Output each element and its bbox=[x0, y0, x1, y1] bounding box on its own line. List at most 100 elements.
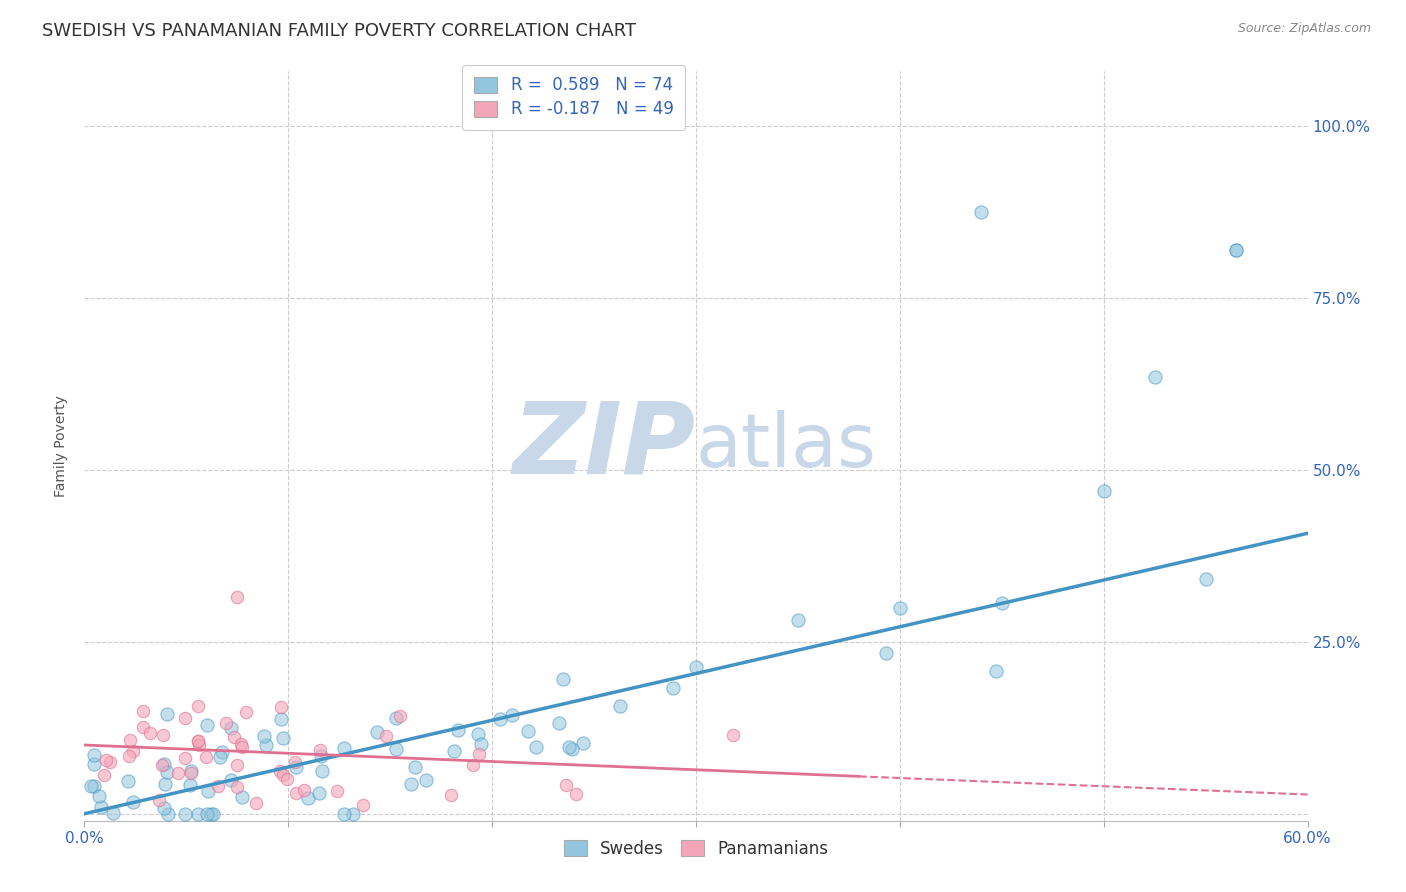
Point bbox=[153, 756, 176, 771]
Point bbox=[285, 760, 308, 774]
Point bbox=[208, 750, 231, 764]
Point bbox=[970, 205, 993, 219]
Point bbox=[131, 704, 153, 718]
Point bbox=[187, 698, 209, 713]
Point bbox=[524, 739, 547, 754]
Point bbox=[148, 792, 170, 806]
Point bbox=[153, 776, 176, 790]
Point bbox=[309, 749, 332, 764]
Point bbox=[153, 800, 176, 814]
Point bbox=[121, 795, 143, 809]
Point bbox=[219, 773, 242, 788]
Point bbox=[984, 664, 1007, 678]
Point bbox=[271, 731, 294, 745]
Point bbox=[152, 728, 174, 742]
Point bbox=[662, 681, 685, 695]
Point bbox=[83, 779, 105, 793]
Point bbox=[187, 734, 209, 748]
Point bbox=[167, 766, 190, 780]
Point bbox=[207, 779, 229, 793]
Text: ZIP: ZIP bbox=[513, 398, 696, 494]
Point bbox=[132, 721, 155, 735]
Text: Source: ZipAtlas.com: Source: ZipAtlas.com bbox=[1237, 22, 1371, 36]
Point bbox=[1195, 572, 1218, 586]
Point bbox=[342, 806, 364, 821]
Point bbox=[235, 705, 257, 719]
Point bbox=[468, 747, 491, 761]
Point bbox=[333, 741, 356, 756]
Point bbox=[461, 758, 484, 772]
Point bbox=[174, 806, 197, 821]
Point bbox=[121, 744, 143, 758]
Point bbox=[352, 798, 374, 813]
Point bbox=[489, 712, 512, 726]
Point bbox=[156, 706, 179, 721]
Point bbox=[308, 786, 330, 800]
Point bbox=[285, 786, 308, 800]
Point bbox=[309, 743, 332, 757]
Point bbox=[276, 772, 298, 787]
Point bbox=[118, 732, 141, 747]
Point bbox=[270, 699, 292, 714]
Point bbox=[443, 744, 465, 758]
Point bbox=[187, 738, 209, 752]
Point bbox=[467, 727, 489, 741]
Point bbox=[875, 646, 897, 660]
Point bbox=[211, 745, 233, 759]
Point bbox=[197, 783, 219, 797]
Point bbox=[787, 613, 810, 627]
Point bbox=[548, 716, 571, 731]
Point bbox=[375, 729, 398, 743]
Point bbox=[117, 749, 139, 764]
Point bbox=[447, 723, 470, 738]
Point bbox=[174, 751, 197, 765]
Point bbox=[1225, 243, 1247, 257]
Point bbox=[229, 737, 252, 751]
Point bbox=[366, 725, 388, 739]
Point bbox=[155, 764, 177, 779]
Point bbox=[150, 758, 173, 772]
Point bbox=[269, 764, 291, 778]
Point bbox=[565, 787, 588, 801]
Point bbox=[245, 796, 267, 810]
Point bbox=[226, 757, 249, 772]
Point bbox=[571, 736, 593, 750]
Point bbox=[388, 709, 411, 723]
Point bbox=[195, 717, 218, 731]
Point bbox=[333, 806, 356, 821]
Point bbox=[254, 738, 277, 752]
Point bbox=[501, 707, 523, 722]
Point bbox=[187, 734, 209, 748]
Point bbox=[231, 740, 253, 755]
Point bbox=[180, 765, 202, 780]
Point bbox=[180, 764, 202, 778]
Legend: Swedes, Panamanians: Swedes, Panamanians bbox=[557, 833, 835, 864]
Point bbox=[326, 783, 349, 797]
Point bbox=[721, 728, 744, 742]
Text: SWEDISH VS PANAMANIAN FAMILY POVERTY CORRELATION CHART: SWEDISH VS PANAMANIAN FAMILY POVERTY COR… bbox=[42, 22, 637, 40]
Point bbox=[157, 806, 180, 821]
Point bbox=[179, 778, 201, 792]
Point bbox=[98, 755, 121, 769]
Point bbox=[174, 711, 197, 725]
Point bbox=[271, 767, 294, 781]
Point bbox=[225, 780, 247, 794]
Point bbox=[385, 711, 408, 725]
Point bbox=[297, 791, 319, 805]
Point bbox=[385, 742, 408, 756]
Point bbox=[551, 672, 574, 686]
Point bbox=[311, 764, 333, 778]
Point bbox=[87, 789, 110, 803]
Point bbox=[1143, 370, 1166, 384]
Point bbox=[609, 698, 631, 713]
Point bbox=[685, 659, 707, 673]
Point bbox=[195, 806, 218, 821]
Point bbox=[1225, 243, 1247, 257]
Point bbox=[253, 729, 276, 743]
Point bbox=[93, 768, 115, 782]
Point bbox=[889, 601, 911, 615]
Point bbox=[215, 715, 238, 730]
Text: atlas: atlas bbox=[696, 409, 877, 483]
Point bbox=[83, 748, 105, 763]
Point bbox=[555, 778, 578, 792]
